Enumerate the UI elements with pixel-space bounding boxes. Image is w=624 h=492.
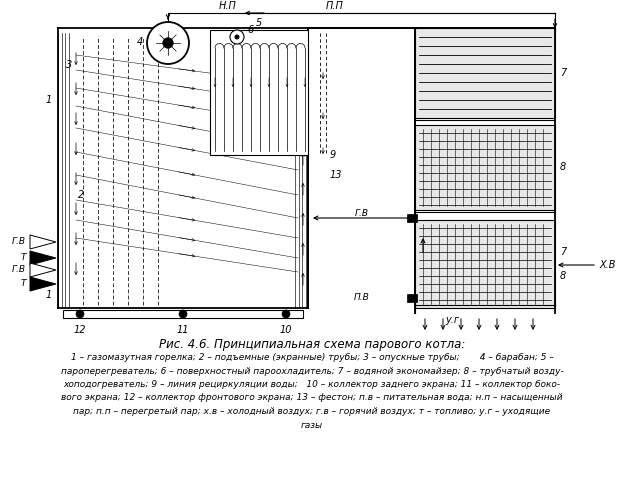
Circle shape	[282, 310, 290, 318]
Text: 6: 6	[247, 25, 253, 35]
Text: Рис. 4.6. Принципиальная схема парового котла:: Рис. 4.6. Принципиальная схема парового …	[159, 338, 465, 351]
Text: Т: Т	[21, 253, 26, 263]
Bar	[210, 30, 308, 155]
Text: 1: 1	[46, 290, 52, 300]
Text: 2: 2	[78, 190, 84, 200]
Polygon shape	[30, 251, 56, 265]
Text: 11: 11	[177, 325, 189, 335]
Text: Г.В: Г.В	[355, 209, 369, 217]
Text: 8: 8	[560, 162, 566, 172]
Text: 8: 8	[560, 271, 566, 281]
Text: 13: 13	[330, 170, 343, 180]
Text: 3: 3	[66, 60, 72, 70]
Polygon shape	[30, 263, 56, 277]
Text: 5: 5	[256, 18, 262, 28]
Circle shape	[163, 38, 173, 48]
Bar	[415, 220, 555, 308]
Text: 10: 10	[280, 325, 292, 335]
Text: пар; п.п – перегретый пар; х.в – холодный воздух; г.в – горячий воздух; т – топл: пар; п.п – перегретый пар; х.в – холодны…	[74, 407, 550, 416]
Text: Т: Т	[21, 279, 26, 288]
Text: 7: 7	[560, 247, 566, 257]
Circle shape	[147, 22, 189, 64]
Polygon shape	[30, 277, 56, 291]
Text: 1 – газомазутная горелка; 2 – подъемные (экранные) трубы; 3 – опускные трубы;   : 1 – газомазутная горелка; 2 – подъемные …	[71, 353, 553, 362]
Text: 7: 7	[560, 68, 566, 78]
Bar	[415, 125, 555, 210]
Text: 4: 4	[137, 37, 143, 47]
Bar	[407, 294, 417, 302]
Polygon shape	[30, 235, 56, 249]
Circle shape	[230, 30, 244, 44]
Text: Х.В: Х.В	[599, 260, 615, 270]
Circle shape	[179, 310, 187, 318]
Text: 1: 1	[46, 95, 52, 105]
Text: пароперегреватель; 6 – поверхностный пароохладитель; 7 – водяной экономайзер; 8 : пароперегреватель; 6 – поверхностный пар…	[61, 367, 563, 375]
Text: Г.В: Г.В	[12, 266, 26, 275]
Text: вого экрана; 12 – коллектор фронтового экрана; 13 – фестон; п.в – питательная во: вого экрана; 12 – коллектор фронтового э…	[61, 394, 563, 402]
Text: П.В: П.В	[354, 294, 370, 303]
Text: Г.В: Г.В	[12, 238, 26, 246]
Bar	[415, 28, 555, 118]
Text: 12: 12	[74, 325, 86, 335]
Bar	[63, 310, 303, 318]
Bar	[407, 214, 417, 222]
Text: Н.П: Н.П	[219, 1, 237, 11]
Text: хоподогреватель; 9 – линия рециркуляции воды;   10 – коллектор заднего экрана; 1: хоподогреватель; 9 – линия рециркуляции …	[64, 380, 560, 389]
Circle shape	[76, 310, 84, 318]
Circle shape	[235, 34, 240, 39]
Text: 9: 9	[330, 150, 336, 160]
Text: П.П: П.П	[326, 1, 344, 11]
Text: газы: газы	[301, 421, 323, 430]
Text: у.г: у.г	[445, 315, 459, 325]
